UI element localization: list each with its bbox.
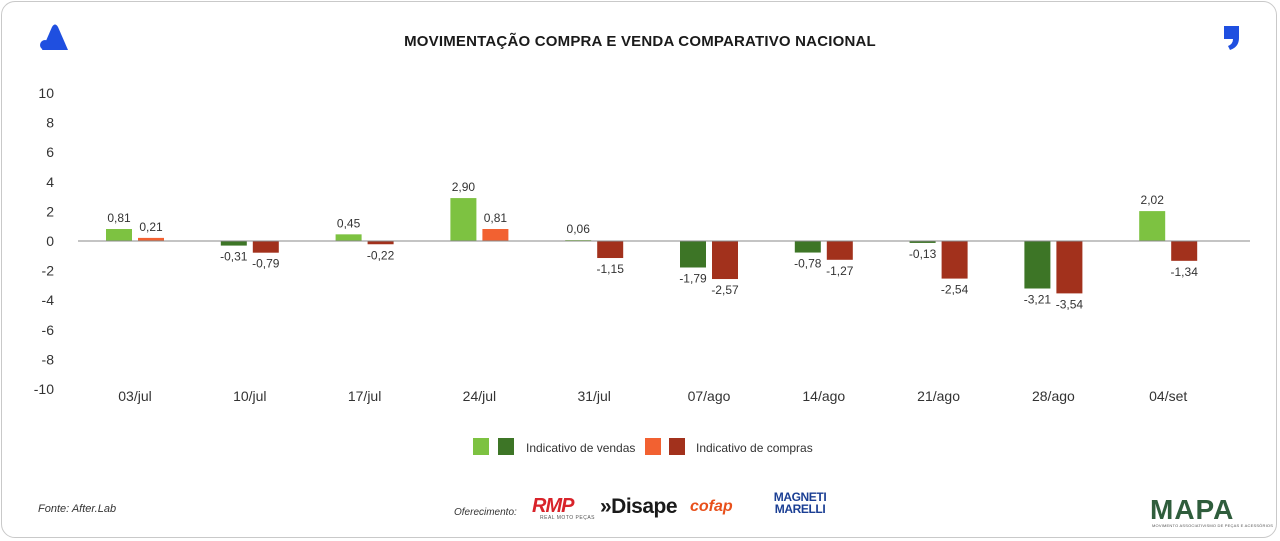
purchases-value-label: -2,57 — [711, 283, 739, 297]
magneti-line-2: MARELLI — [774, 502, 826, 516]
sales-bar — [1024, 241, 1051, 289]
purchases-bar — [941, 241, 968, 279]
y-tick-label: 2 — [46, 203, 54, 219]
purchases-bar — [826, 241, 853, 260]
y-tick-label: 6 — [46, 144, 54, 160]
purchases-bar — [482, 229, 509, 241]
x-tick-label: 31/jul — [577, 388, 610, 404]
sales-bar — [794, 241, 821, 253]
sales-value-label: 0,45 — [337, 216, 361, 230]
source-note: Fonte: After.Lab — [38, 503, 117, 515]
x-axis-ticks: 03/jul 10/jul 17/jul 24/jul 31/jul 07/ago 14/a… — [118, 388, 1187, 404]
magneti-marelli-logo: MAGNETI MARELLI — [770, 491, 830, 515]
legend-sales-positive-swatch — [473, 438, 489, 455]
sales-bar — [909, 241, 936, 243]
value-labels: 0,81 0,21 -0,31 -0,79 0,45 -0,22 2,90 0,81 0,06 -… — [107, 180, 1198, 311]
purchases-value-label: 0,81 — [484, 211, 508, 225]
purchases-bar — [1056, 241, 1083, 294]
purchases-value-label: -1,15 — [597, 262, 625, 276]
purchases-bar — [1171, 241, 1198, 261]
cofap-logo: cofap — [690, 498, 733, 515]
disape-logo: »Disape — [600, 495, 678, 518]
purchases-value-label: 0,21 — [139, 220, 163, 234]
y-axis-ticks: 10 8 6 4 2 0 -2 -4 -6 -8 -10 — [34, 85, 54, 397]
afterlab-logo-icon — [38, 22, 72, 57]
purchases-bar — [367, 241, 394, 245]
y-tick-label: 0 — [46, 233, 54, 249]
y-tick-label: -8 — [42, 351, 55, 367]
purchases-bar — [252, 241, 279, 253]
y-tick-label: 10 — [38, 85, 54, 101]
sales-bar — [450, 198, 477, 241]
sales-bar — [220, 241, 247, 246]
magneti-line-1: MAGNETI — [773, 490, 827, 504]
purchases-value-label: -0,22 — [367, 248, 395, 262]
y-tick-label: 4 — [46, 174, 54, 190]
bar-chart: 10 8 6 4 2 0 -2 -4 -6 -8 -10 0,81 0,21 -0,31 -0,79 0,4… — [34, 85, 1250, 404]
sales-value-label: 2,90 — [452, 180, 476, 194]
purchases-value-label: -1,27 — [826, 264, 854, 278]
sales-bar — [680, 241, 706, 268]
y-tick-label: -10 — [34, 381, 54, 397]
legend-sales-negative-swatch — [498, 438, 514, 455]
purchases-bar — [712, 241, 738, 280]
sales-value-label: -1,79 — [679, 271, 707, 285]
x-tick-label: 07/ago — [688, 388, 731, 404]
sales-bar — [1139, 211, 1166, 241]
x-tick-label: 04/set — [1149, 388, 1187, 404]
bars — [106, 198, 1198, 294]
sales-bar — [335, 234, 362, 241]
y-tick-label: -6 — [42, 322, 55, 338]
sales-bar — [106, 229, 132, 241]
purchases-value-label: -1,34 — [1171, 265, 1199, 279]
x-tick-label: 17/jul — [348, 388, 381, 404]
legend-purchases-label: Indicativo de compras — [696, 441, 813, 455]
sales-value-label: -0,78 — [794, 257, 822, 271]
purchases-value-label: -2,54 — [941, 283, 969, 297]
sales-value-label: -0,31 — [220, 250, 248, 264]
sales-value-label: -0,13 — [909, 247, 937, 261]
y-tick-label: -4 — [42, 292, 55, 308]
x-tick-label: 24/jul — [463, 388, 496, 404]
sales-value-label: -3,21 — [1024, 293, 1052, 307]
chart-legend: Indicativo de vendas Indicativo de compr… — [0, 438, 1280, 458]
y-tick-label: -2 — [42, 263, 55, 279]
x-tick-label: 21/ago — [917, 388, 960, 404]
x-tick-label: 14/ago — [802, 388, 845, 404]
legend-purchases-positive-swatch — [645, 438, 661, 455]
sales-value-label: 2,02 — [1141, 193, 1165, 207]
purchases-value-label: -3,54 — [1056, 297, 1084, 311]
sales-value-label: 0,81 — [107, 211, 131, 225]
legend-purchases-negative-swatch — [669, 438, 685, 455]
legend-sales-label: Indicativo de vendas — [526, 441, 636, 455]
purchases-value-label: -0,79 — [252, 257, 280, 271]
purchases-bar — [138, 237, 164, 241]
y-tick-label: 8 — [46, 115, 54, 131]
quote-mark-icon — [1222, 25, 1242, 56]
mapa-logo: MAPA — [1150, 494, 1235, 525]
mapa-logo-subtitle: MOVIMENTO ASSOCIATIVISMO DE PEÇAS E ACES… — [1152, 523, 1274, 528]
rmp-logo: RMP — [532, 495, 574, 517]
chart-title: MOVIMENTAÇÃO COMPRA E VENDA COMPARATIVO … — [404, 33, 876, 50]
x-tick-label: 10/jul — [233, 388, 266, 404]
rmp-logo-subtitle: REAL MOTO PEÇAS — [540, 515, 596, 521]
purchases-bar — [597, 241, 624, 259]
sales-value-label: 0,06 — [567, 222, 591, 236]
sponsors-label: Oferecimento: — [454, 507, 517, 518]
x-tick-label: 03/jul — [118, 388, 151, 404]
x-tick-label: 28/ago — [1032, 388, 1075, 404]
